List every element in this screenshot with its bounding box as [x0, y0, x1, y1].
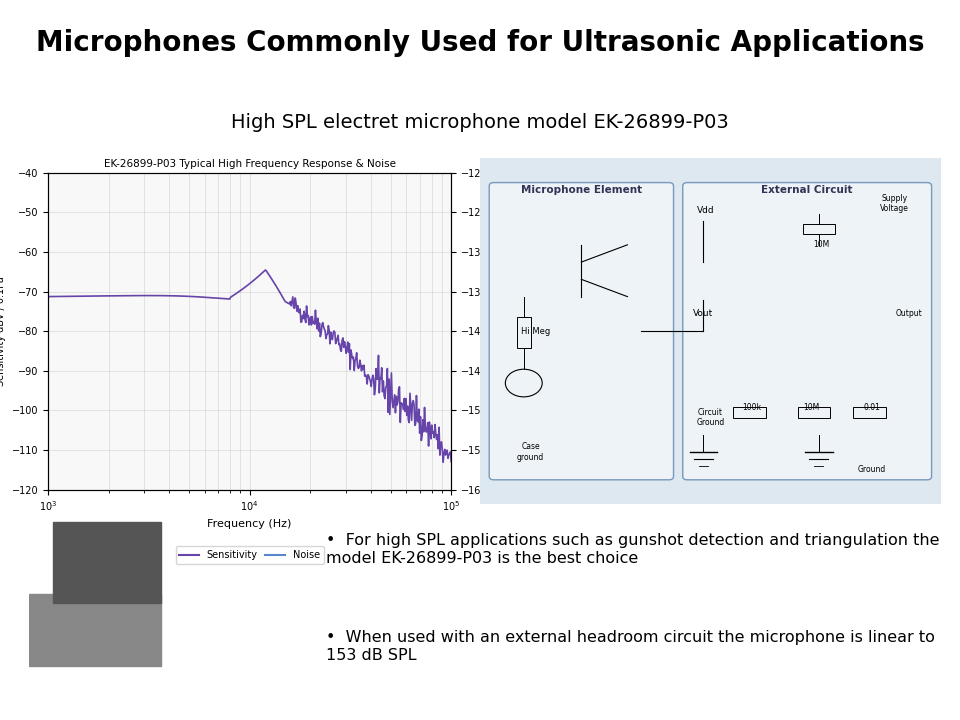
- Text: 10M: 10M: [813, 240, 829, 249]
- Bar: [853, 408, 885, 418]
- Sensitivity: [233, 287, 245, 295]
- Sensitivity: [261, 268, 273, 276]
- Sensitivity: [373, 389, 385, 397]
- Sensitivity: [259, 266, 271, 274]
- Bar: [29, 594, 161, 666]
- Y-axis label: Sensitivity dBV / 0.1Pa: Sensitivity dBV / 0.1Pa: [0, 276, 6, 386]
- Text: Circuit
Ground: Circuit Ground: [696, 408, 725, 427]
- Sensitivity: [283, 300, 295, 308]
- Sensitivity: [438, 458, 449, 467]
- Bar: [803, 224, 835, 235]
- Y-axis label: Noise dBV / rtHz: Noise dBV / rtHz: [493, 292, 503, 371]
- Text: 0.01: 0.01: [863, 402, 880, 412]
- X-axis label: Frequency (Hz): Frequency (Hz): [207, 518, 292, 528]
- Text: Output: Output: [895, 310, 922, 318]
- Bar: [516, 318, 531, 348]
- Text: 10M: 10M: [804, 402, 820, 412]
- Sensitivity: [236, 285, 248, 294]
- Noise: [237, 17, 249, 25]
- Bar: [53, 522, 161, 603]
- Noise: [438, 80, 449, 89]
- Noise: [437, 72, 448, 81]
- FancyBboxPatch shape: [683, 183, 931, 480]
- Text: Microphone Element: Microphone Element: [521, 184, 642, 194]
- Title: EK-26899-P03 Typical High Frequency Response & Noise: EK-26899-P03 Typical High Frequency Resp…: [104, 159, 396, 169]
- Text: 100k: 100k: [742, 402, 761, 412]
- Legend: Sensitivity, Noise: Sensitivity, Noise: [176, 546, 324, 564]
- Sensitivity: [42, 292, 54, 301]
- Text: High SPL electret microphone model EK-26899-P03: High SPL electret microphone model EK-26…: [231, 113, 729, 132]
- FancyBboxPatch shape: [473, 153, 948, 509]
- Text: External Circuit: External Circuit: [761, 184, 852, 194]
- Text: Case
ground: Case ground: [517, 443, 544, 462]
- Sensitivity: [445, 457, 457, 466]
- Noise: [234, 12, 246, 21]
- FancyBboxPatch shape: [490, 183, 674, 480]
- Text: •  When used with an external headroom circuit the microphone is linear to 153 d: • When used with an external headroom ci…: [326, 631, 935, 662]
- Text: Supply
Voltage: Supply Voltage: [880, 194, 909, 213]
- Bar: [798, 408, 830, 418]
- Text: Ground: Ground: [857, 465, 886, 474]
- Noise: [283, 14, 295, 22]
- Text: Hi Meg: Hi Meg: [520, 327, 550, 336]
- Sensitivity: [437, 446, 448, 454]
- Bar: [733, 408, 766, 418]
- Text: Microphones Commonly Used for Ultrasonic Applications: Microphones Commonly Used for Ultrasonic…: [36, 30, 924, 57]
- Noise: [261, 11, 273, 19]
- Line: Noise: Noise: [48, 0, 451, 84]
- Text: •  For high SPL applications such as gunshot detection and triangulation the mod: • For high SPL applications such as guns…: [326, 533, 940, 566]
- Text: Vout: Vout: [693, 310, 713, 318]
- Text: Vdd: Vdd: [697, 206, 714, 215]
- Noise: [373, 45, 385, 54]
- Noise: [445, 62, 457, 71]
- Line: Sensitivity: Sensitivity: [48, 270, 451, 462]
